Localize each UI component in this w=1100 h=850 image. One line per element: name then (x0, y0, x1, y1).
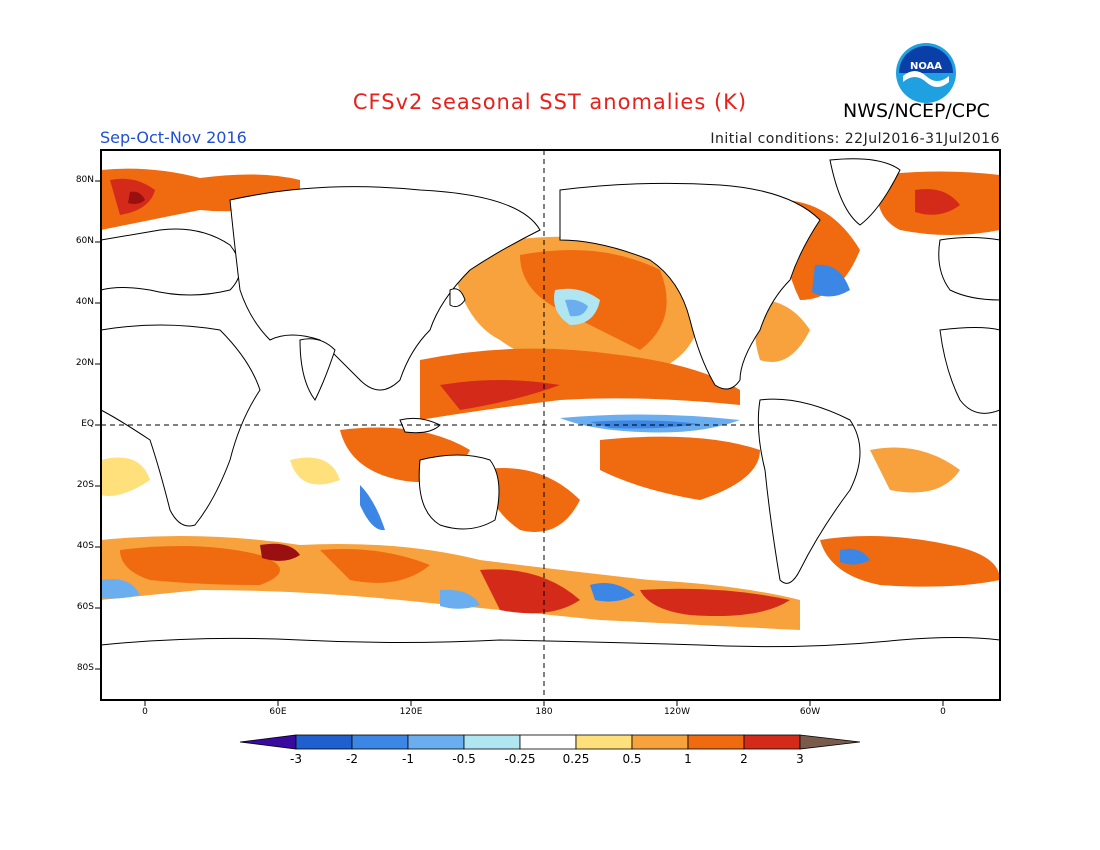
colorbar-label: -2 (346, 752, 358, 766)
lon-label-0-right: 0 (940, 707, 946, 717)
colorbar-label: -0.25 (504, 752, 536, 766)
lat-tick-marks (95, 180, 101, 670)
colorbar (239, 734, 861, 750)
lat-label-20s: 20S (76, 480, 94, 490)
lon-label-60w: 60W (799, 707, 821, 717)
anomaly-fields (101, 158, 1000, 700)
lat-label-eq: EQ (81, 419, 94, 429)
lon-label-120e: 120E (399, 707, 423, 717)
initial-conditions-label: Initial conditions: 22Jul2016-31Jul2016 (710, 131, 1000, 147)
lon-label-180: 180 (535, 707, 553, 717)
colorbar-label: 0.5 (622, 752, 642, 766)
colorbar-arrow-low (239, 734, 297, 750)
noaa-logo-text: NOAA (910, 61, 942, 72)
lat-label-60s: 60S (76, 602, 94, 612)
lon-label-0-left: 0 (142, 707, 148, 717)
colorbar-label: 3 (796, 752, 804, 766)
lat-label-80n: 80N (75, 175, 94, 185)
colorbar-label: 1 (684, 752, 692, 766)
season-label: Sep-Oct-Nov 2016 (100, 128, 247, 147)
lat-label-80s: 80S (76, 663, 94, 673)
lat-label-60n: 60N (75, 236, 94, 246)
colorbar-label: -1 (402, 752, 414, 766)
lon-tick-marks (144, 700, 944, 706)
lat-label-40n: 40N (75, 297, 94, 307)
agency-label: NWS/NCEP/CPC (843, 100, 990, 122)
colorbar-label: 0.25 (562, 752, 590, 766)
lon-label-60e: 60E (269, 707, 287, 717)
lon-label-120w: 120W (663, 707, 691, 717)
land-masses (101, 158, 1000, 700)
lat-label-40s: 40S (76, 541, 94, 551)
colorbar-arrow-high (799, 734, 861, 750)
lat-label-20n: 20N (75, 358, 94, 368)
colorbar-label: -3 (290, 752, 302, 766)
noaa-logo: NOAA (896, 43, 956, 103)
chart-title: CFSv2 seasonal SST anomalies (K) (352, 90, 748, 114)
colorbar-label: -0.5 (452, 752, 476, 766)
colorbar-label: 2 (740, 752, 748, 766)
